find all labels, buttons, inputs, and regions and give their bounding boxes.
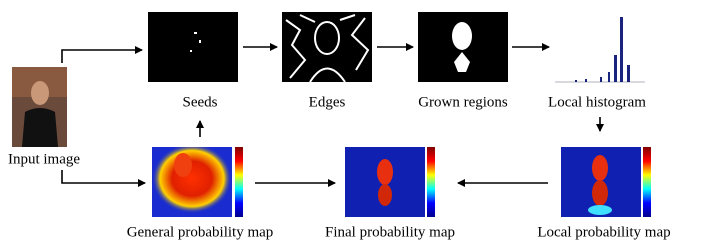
step-label: Local histogram	[548, 94, 646, 110]
map-label: General probability map	[127, 224, 274, 240]
histogram-illustration	[555, 17, 645, 82]
step-label: Seeds	[183, 94, 218, 110]
final-map-image	[345, 147, 435, 217]
seeds-image	[148, 12, 238, 82]
map-label: Local probability map	[537, 224, 670, 240]
pipeline-diagram: Input image Seeds Edges Grown regions Lo…	[0, 0, 709, 243]
input-label: Input image	[8, 151, 80, 167]
general-map-image	[152, 147, 243, 217]
input-image	[12, 67, 67, 147]
step-label: Edges	[309, 94, 346, 110]
step-label: Grown regions	[418, 94, 508, 110]
map-label: Final probability map	[325, 224, 455, 240]
local-map-image	[561, 147, 651, 217]
